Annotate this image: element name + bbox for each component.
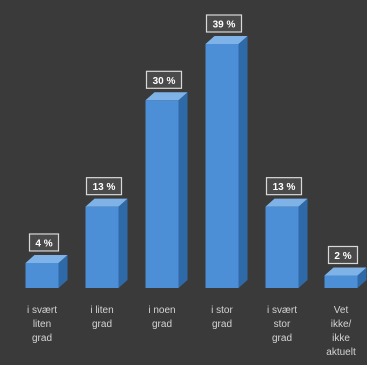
bar-side-4 [238, 36, 248, 288]
category-label-6-line-4: aktuelt [326, 347, 356, 358]
category-label-1: i svært liten grad [27, 305, 57, 344]
value-label-1: 4 % [35, 238, 52, 249]
value-label-box-3 [145, 70, 183, 89]
category-label-2-line-2: grad [92, 319, 112, 330]
category-label-1-line-1: i svært [27, 305, 57, 316]
category-label-5-line-1: i svært [267, 305, 297, 316]
category-label-6: Vet ikke/ikke aktuelt [326, 305, 356, 358]
category-label-3-line-2: grad [152, 319, 172, 330]
category-label-1-line-3: grad [32, 333, 52, 344]
value-labels-group: 4 % 13 % 30 % 39 % 13 % 2 % [28, 14, 359, 265]
value-label-box-6 [327, 245, 359, 265]
category-label-5: i svært stor grad [267, 305, 297, 344]
value-label-5: 13 % [273, 182, 296, 193]
value-label-2: 13 % [93, 182, 116, 193]
value-label-box-1 [28, 233, 60, 252]
category-label-6-line-2: ikke/ [331, 319, 352, 330]
category-label-5-line-3: grad [272, 333, 292, 344]
category-label-1-line-2: liten [33, 319, 51, 330]
bar-3 [145, 100, 179, 288]
bar-5 [265, 206, 299, 288]
category-label-6-line-3: ikke [332, 333, 350, 344]
bar-side-5 [298, 198, 308, 288]
bar-top-5 [265, 198, 308, 207]
category-label-4-line-2: grad [212, 319, 232, 330]
bar-side-2 [118, 198, 128, 288]
bar-4 [205, 44, 239, 288]
category-label-2: i liten grad [90, 305, 113, 330]
bar-1 [25, 262, 59, 288]
bar-top-4 [205, 36, 248, 44]
bars-group [25, 36, 367, 288]
bar-top-3 [145, 92, 188, 101]
value-label-box-4 [205, 14, 243, 33]
bar-side-6 [357, 267, 367, 288]
bar-side-1 [58, 254, 68, 288]
bar-2 [85, 206, 119, 288]
category-label-4: i stor grad [211, 305, 233, 330]
value-label-3: 30 % [153, 76, 176, 87]
bar-6 [324, 275, 358, 288]
category-label-5-line-2: stor [274, 319, 291, 330]
value-label-box-5 [265, 177, 303, 196]
category-label-6-line-1: Vet [334, 305, 349, 316]
category-label-3-line-1: i noen [148, 305, 175, 316]
value-label-4: 39 % [213, 20, 236, 31]
bar-top-6 [324, 267, 367, 276]
bar-side-3 [178, 92, 188, 288]
value-label-box-2 [85, 177, 123, 196]
value-label-6: 2 % [334, 251, 351, 262]
category-label-2-line-1: i liten [90, 305, 113, 316]
category-label-4-line-1: i stor [211, 305, 233, 316]
bar-top-1 [25, 254, 68, 263]
category-label-3: i noen grad [148, 305, 175, 330]
bar-top-2 [85, 198, 128, 207]
